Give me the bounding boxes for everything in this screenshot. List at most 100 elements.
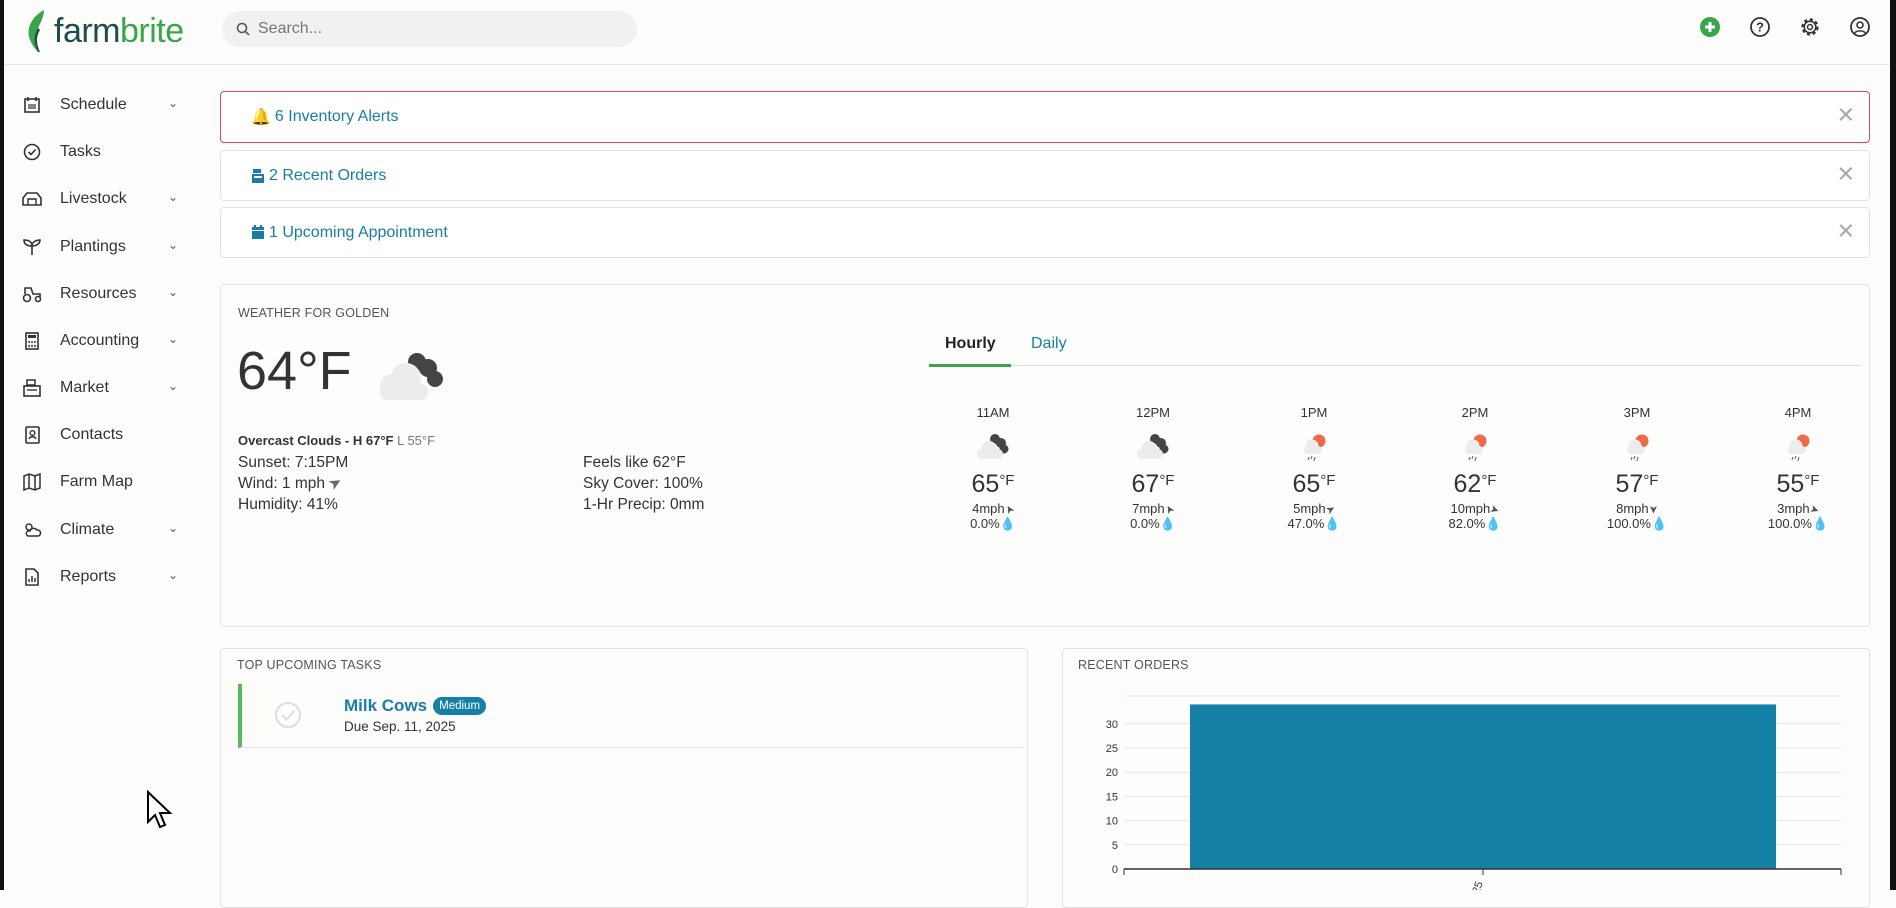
y-tick-label: 30 — [1106, 719, 1118, 731]
search-input[interactable] — [258, 20, 618, 38]
feels-like: Feels like 62°F — [583, 454, 686, 471]
sidebar-item-contacts[interactable]: Contacts — [18, 420, 188, 450]
climate-icon — [20, 519, 44, 541]
tab-divider — [929, 365, 1862, 366]
hour-precip: 0.0% — [970, 516, 1000, 531]
weather-card — [220, 284, 1870, 627]
hourly-forecast: 12PM 67°F 7mph➤ 0.0%💧 — [1093, 405, 1213, 532]
hour-time: 11AM — [976, 405, 1010, 420]
hour-temp: 62 — [1453, 470, 1482, 498]
account-icon[interactable] — [1847, 14, 1873, 40]
raindrop-icon: 💧 — [1324, 516, 1341, 531]
task-complete-checkbox[interactable] — [273, 700, 303, 730]
close-icon[interactable]: ✕ — [1836, 102, 1855, 128]
add-icon[interactable] — [1697, 14, 1723, 40]
settings-icon[interactable] — [1797, 14, 1823, 40]
bar — [1190, 704, 1776, 869]
hourly-forecast: 3PM 57°F 8mph➤ 100.0%💧 — [1577, 405, 1697, 532]
tractor-icon — [20, 283, 44, 305]
chevron-down-icon[interactable]: ⌄ — [168, 238, 179, 252]
sidebar-item-label: Farm Map — [60, 473, 133, 490]
chevron-down-icon[interactable]: ⌄ — [168, 379, 179, 393]
search-box[interactable] — [222, 11, 637, 47]
sunset: Sunset: 7:15PM — [238, 454, 349, 471]
logo-text-brite: brite — [120, 11, 184, 50]
overcast-icon — [1137, 434, 1169, 459]
alert-label[interactable]: 6 Inventory Alerts — [274, 108, 399, 125]
logo[interactable]: farmbrite — [24, 8, 184, 54]
sidebar-item-reports[interactable]: Reports ⌄ — [18, 562, 188, 592]
sidebar-item-label: Market — [60, 379, 109, 396]
y-tick-label: 15 — [1106, 791, 1118, 803]
wind: Wind: 1 mph — [238, 475, 326, 492]
close-icon[interactable]: ✕ — [1836, 161, 1855, 187]
hour-time: 3PM — [1623, 405, 1651, 420]
sidebar-item-accounting[interactable]: Accounting ⌄ — [18, 326, 188, 356]
tasks-card — [220, 648, 1028, 908]
weather-summary: Overcast Clouds - H 67°F — [238, 433, 394, 448]
report-icon — [20, 566, 44, 588]
sidebar-item-plantings[interactable]: Plantings ⌄ — [18, 232, 188, 262]
sidebar-item-market[interactable]: Market ⌄ — [18, 373, 188, 403]
rain-icon — [1304, 434, 1326, 462]
alert-inventory[interactable]: 🔔 6 Inventory Alerts ✕ — [220, 91, 1870, 143]
sidebar-item-label: Climate — [60, 521, 115, 538]
orders-title: RECENT ORDERS — [1078, 658, 1189, 672]
hour-temp: 67 — [1131, 470, 1160, 498]
hour-wind: 5mph — [1293, 501, 1326, 516]
sprout-icon — [20, 236, 44, 258]
wind-direction-icon: ➤ — [1488, 502, 1502, 518]
chevron-down-icon[interactable]: ⌄ — [168, 190, 179, 204]
hour-temp: 65 — [971, 470, 1000, 498]
sidebar-item-livestock[interactable]: Livestock ⌄ — [18, 184, 188, 214]
chevron-down-icon[interactable]: ⌄ — [168, 332, 179, 346]
wind-direction-icon: ➤ — [1646, 504, 1659, 515]
alert-recent-orders[interactable]: 2 Recent Orders ✕ — [220, 150, 1870, 201]
hour-precip: 47.0% — [1287, 516, 1325, 531]
hour-precip: 82.0% — [1448, 516, 1486, 531]
y-tick-label: 25 — [1106, 743, 1118, 755]
mouse-cursor-icon — [147, 790, 173, 829]
hour-time: 2PM — [1461, 405, 1489, 420]
chevron-down-icon[interactable]: ⌄ — [168, 568, 179, 582]
temp-unit: °F — [1159, 472, 1175, 489]
register-icon — [252, 168, 264, 183]
window-border-left — [0, 0, 4, 890]
chevron-down-icon[interactable]: ⌄ — [168, 285, 179, 299]
temp-unit: °F — [999, 472, 1015, 489]
hourly-forecast: 11AM 65°F 4mph➤ 0.0%💧 — [933, 405, 1053, 532]
svg-text:?: ? — [1756, 20, 1764, 35]
alert-appointment[interactable]: 1 Upcoming Appointment ✕ — [220, 207, 1870, 258]
sidebar-item-resources[interactable]: Resources ⌄ — [18, 279, 188, 309]
sidebar-item-label: Reports — [60, 568, 117, 585]
help-icon[interactable]: ? — [1747, 14, 1773, 40]
task-row[interactable] — [238, 684, 1022, 748]
y-tick-label: 5 — [1112, 840, 1118, 852]
sidebar-item-schedule[interactable]: Schedule ⌄ — [18, 90, 188, 120]
alert-label[interactable]: 1 Upcoming Appointment — [269, 223, 448, 241]
sidebar-item-tasks[interactable]: Tasks — [18, 137, 188, 167]
y-tick-label: 20 — [1106, 767, 1118, 779]
barn-icon — [20, 188, 44, 210]
tab-hourly[interactable]: Hourly — [945, 335, 996, 352]
sidebar-item-farm-map[interactable]: Farm Map — [18, 467, 188, 497]
sidebar-item-climate[interactable]: Climate ⌄ — [18, 515, 188, 545]
hour-precip: 0.0% — [1130, 516, 1160, 531]
recent-orders-chart: 0 5 10 15 20 25 30 25 — [1106, 695, 1842, 890]
close-icon[interactable]: ✕ — [1836, 218, 1855, 244]
hour-time: 12PM — [1136, 405, 1170, 420]
sidebar-item-label: Contacts — [60, 426, 124, 443]
sky-cover: Sky Cover: 100% — [583, 475, 703, 492]
alert-label[interactable]: 2 Recent Orders — [269, 166, 387, 184]
raindrop-icon: 💧 — [1811, 516, 1829, 531]
calculator-icon — [20, 330, 44, 352]
window-border-right — [1890, 0, 1896, 890]
chevron-down-icon[interactable]: ⌄ — [168, 96, 179, 110]
x-tick-label: 25 — [1470, 880, 1485, 890]
search-icon — [236, 22, 250, 36]
temp-unit: °F — [1804, 472, 1820, 489]
chevron-down-icon[interactable]: ⌄ — [168, 521, 179, 535]
tab-daily[interactable]: Daily — [1031, 335, 1067, 352]
register-icon — [20, 377, 44, 399]
task-name[interactable]: Milk Cows — [344, 696, 428, 715]
